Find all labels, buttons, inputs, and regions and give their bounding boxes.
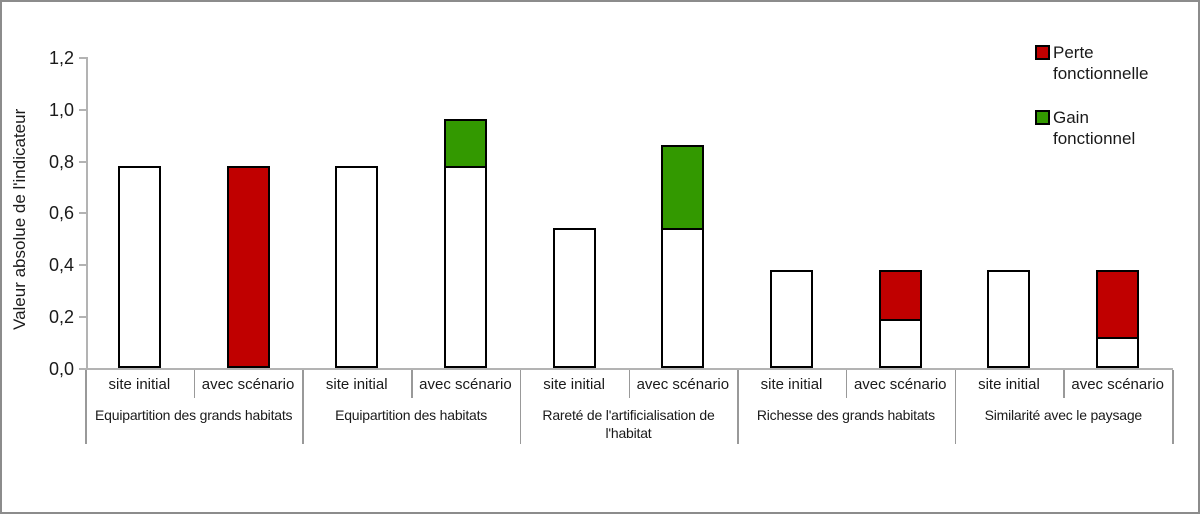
category-label: site initial <box>543 376 605 393</box>
legend-label: Perte fonctionnelle <box>1053 43 1149 83</box>
y-tick-label: 0,2 <box>48 307 74 328</box>
bar-segment-initial <box>443 165 487 368</box>
y-tick <box>79 56 86 59</box>
group-separator <box>954 370 957 444</box>
category-divider <box>1063 370 1065 398</box>
legend-item: Perte fonctionnelle <box>1035 42 1175 84</box>
bar-segment-initial <box>335 165 379 368</box>
y-tick-label: 1,2 <box>48 47 74 68</box>
bar-segment-gain <box>661 145 705 231</box>
bar-segment-initial <box>661 228 705 368</box>
bar-segment-initial <box>987 269 1031 368</box>
x-axis-line <box>85 368 1173 370</box>
y-tick <box>79 264 86 267</box>
y-tick-label: 0,6 <box>48 203 74 224</box>
legend-label: Gain fonctionnel <box>1053 108 1136 148</box>
bar-segment-gain <box>443 119 487 168</box>
category-label: avec scénario <box>1071 376 1164 393</box>
category-divider <box>845 370 848 398</box>
y-tick-label: 0,0 <box>48 359 74 379</box>
category-label: avec scénario <box>201 376 295 393</box>
category-label: site initial <box>978 376 1040 393</box>
category-divider <box>411 370 413 398</box>
group-separator <box>737 370 739 444</box>
legend-swatch-gain <box>1035 110 1050 125</box>
bar-segment-initial <box>1096 336 1140 368</box>
group-separator <box>1172 370 1174 444</box>
category-divider <box>628 370 630 398</box>
category-label: avec scénario <box>853 376 947 393</box>
category-label: site initial <box>325 376 388 393</box>
bar-segment-perte <box>1096 269 1140 339</box>
group-separator <box>302 370 304 444</box>
bar-segment-perte <box>226 165 270 368</box>
group-separator <box>85 370 87 444</box>
bar-segment-initial <box>117 165 161 368</box>
category-label: avec scénario <box>636 376 730 393</box>
group-label: Similarité avec le paysage <box>984 407 1143 423</box>
y-tick <box>79 212 86 215</box>
category-label: site initial <box>108 376 171 393</box>
y-tick-label: 1,0 <box>48 99 74 120</box>
group-label: Richesse des grands habitats <box>756 407 935 423</box>
category-label: site initial <box>760 376 823 393</box>
y-tick-label: 0,4 <box>48 255 74 276</box>
group-separator <box>519 370 522 444</box>
y-tick <box>79 316 86 319</box>
bar-segment-perte <box>878 269 922 321</box>
group-label: Equipartition des grands habitats <box>95 407 293 423</box>
y-tick <box>79 160 86 163</box>
bar-segment-initial <box>552 228 596 368</box>
legend-swatch-perte <box>1035 45 1050 60</box>
bar-segment-initial <box>770 269 814 368</box>
legend: Perte fonctionnelle Gain fonctionnel <box>1035 42 1175 172</box>
category-label: avec scénario <box>419 376 512 393</box>
group-label: Equipartition des habitats <box>335 407 488 423</box>
y-tick <box>79 368 86 370</box>
y-tick <box>79 108 86 111</box>
y-tick-label: 0,8 <box>48 151 74 172</box>
group-label: Rareté de l'artificialisation de l'habit… <box>542 407 715 441</box>
bar-segment-initial <box>878 318 922 368</box>
category-divider <box>193 370 196 398</box>
legend-item: Gain fonctionnel <box>1035 107 1175 149</box>
y-axis-line <box>86 56 88 370</box>
